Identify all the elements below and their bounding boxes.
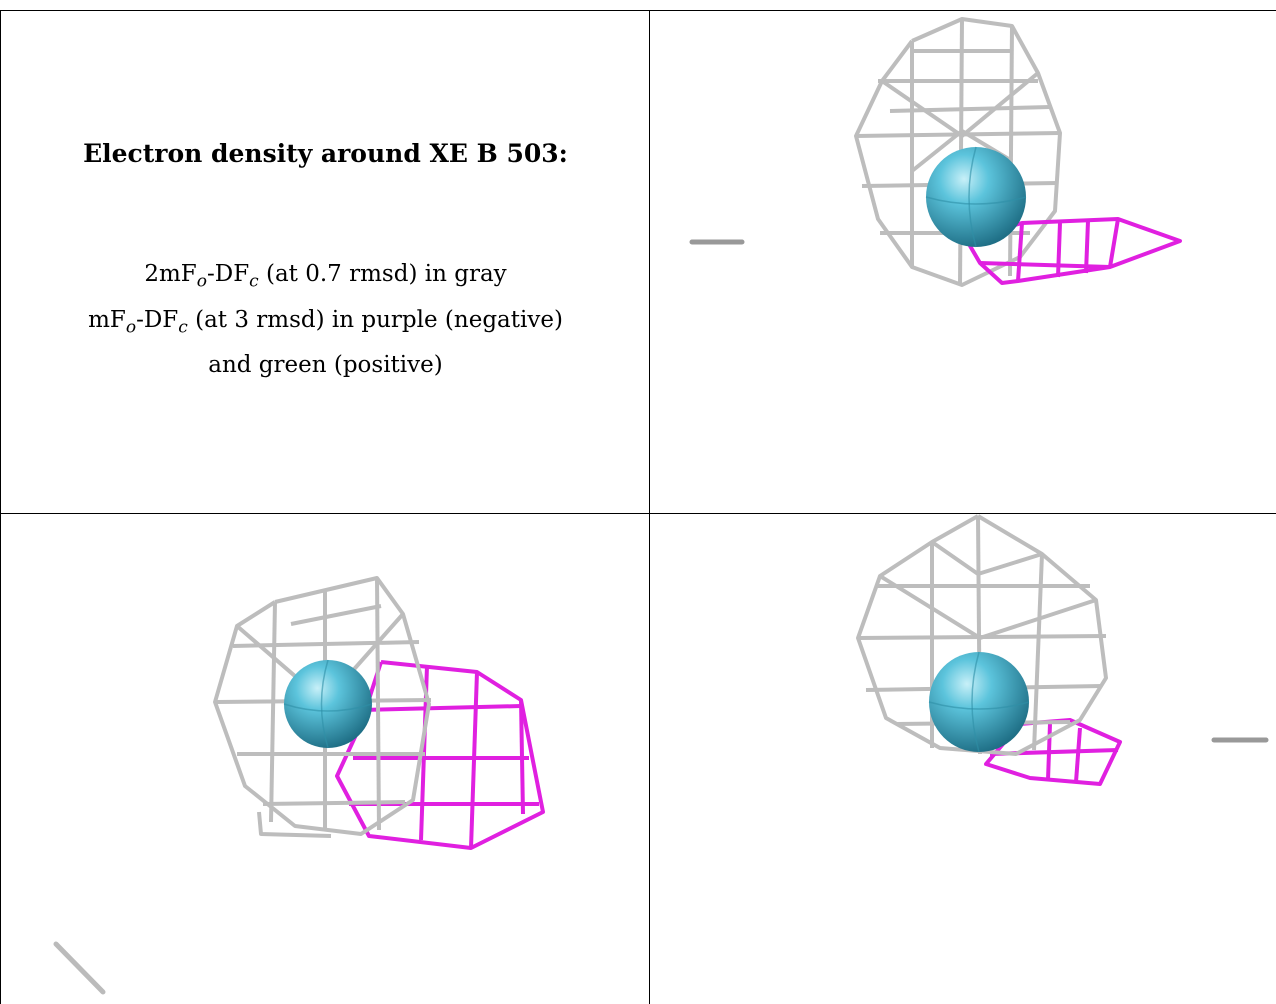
mesh-fofc-negative: [984, 718, 1122, 786]
caption-title: Electron density around XE B 503:: [83, 139, 568, 168]
table-center-divider: [649, 10, 650, 1004]
caption-cell: Electron density around XE B 503: 2mFo-D…: [1, 11, 649, 513]
xenon-atom: [928, 651, 1030, 753]
legend-line-1: 2mFo-DFc (at 0.7 rmsd) in gray: [144, 261, 507, 292]
view-bottom-left: [1, 514, 649, 1004]
view-bottom-right: [650, 514, 1276, 1004]
table-top-border: [0, 10, 1276, 11]
table-left-border: [0, 10, 1, 1004]
caption-legend: 2mFo-DFc (at 0.7 rmsd) in gray mFo-DFc (a…: [1, 255, 649, 384]
table-middle-border: [0, 513, 1276, 514]
legend-line-2: mFo-DFc (at 3 rmsd) in purple (negative): [88, 306, 563, 338]
xenon-atom: [283, 659, 373, 749]
view-top-right: [650, 11, 1276, 513]
axis-stub: [53, 941, 106, 995]
legend-line-3: and green (positive): [208, 352, 443, 379]
mesh-fofc-negative: [964, 217, 1182, 285]
xenon-atom: [925, 146, 1027, 248]
mesh-2fofc: [213, 576, 432, 838]
